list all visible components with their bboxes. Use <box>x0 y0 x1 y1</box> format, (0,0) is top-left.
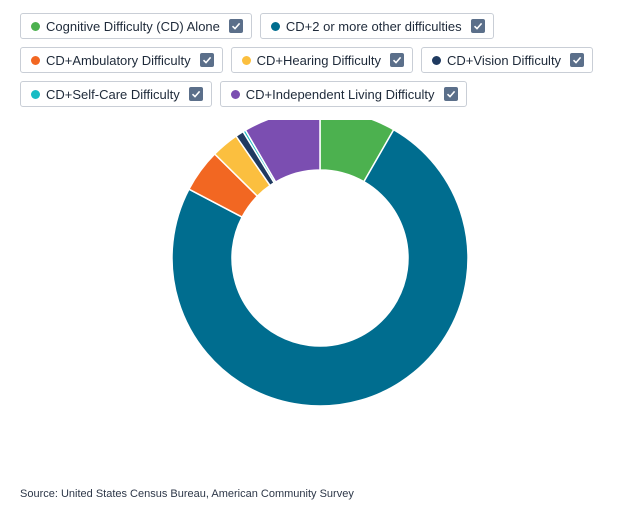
legend-label: CD+2 or more other difficulties <box>285 18 462 34</box>
checkbox-checked-icon[interactable] <box>188 87 203 101</box>
checkbox-checked-icon[interactable] <box>390 53 405 67</box>
legend-color-dot <box>270 21 280 31</box>
legend-color-dot <box>31 55 40 65</box>
checkbox-checked-icon[interactable] <box>570 53 585 67</box>
checkbox-checked-icon[interactable] <box>228 19 243 33</box>
source-note: Source: United States Census Bureau, Ame… <box>20 488 354 500</box>
checkbox-checked-icon[interactable] <box>443 87 458 101</box>
legend-color-dot <box>31 21 40 31</box>
donut-chart <box>0 109 640 450</box>
legend-row: CD+Ambulatory Difficulty CD+Hearing Diff… <box>20 47 620 73</box>
chart-legend: Cognitive Difficulty (CD) Alone CD+2 or … <box>20 13 620 115</box>
legend-label: CD+Hearing Difficulty <box>256 52 382 68</box>
legend-item-cd-vision[interactable]: CD+Vision Difficulty <box>421 47 594 73</box>
legend-label: Cognitive Difficulty (CD) Alone <box>46 18 220 34</box>
legend-color-dot <box>230 89 240 99</box>
legend-label: CD+Independent Living Difficulty <box>245 86 435 102</box>
checkbox-checked-icon[interactable] <box>470 19 485 33</box>
legend-label: CD+Vision Difficulty <box>447 52 562 68</box>
legend-item-cd-2-or-more[interactable]: CD+2 or more other difficulties <box>259 13 494 39</box>
legend-item-cd-independent-living[interactable]: CD+Independent Living Difficulty <box>219 81 467 107</box>
legend-label: CD+Ambulatory Difficulty <box>46 52 191 68</box>
donut-slice-1[interactable] <box>171 128 469 407</box>
legend-label: CD+Self-Care Difficulty <box>46 86 180 102</box>
checkbox-checked-icon[interactable] <box>199 53 214 67</box>
legend-row: Cognitive Difficulty (CD) Alone CD+2 or … <box>20 13 620 39</box>
legend-item-cd-hearing[interactable]: CD+Hearing Difficulty <box>230 47 414 73</box>
legend-item-cd-self-care[interactable]: CD+Self-Care Difficulty <box>20 81 212 107</box>
legend-color-dot <box>31 89 40 99</box>
legend-item-cd-alone[interactable]: Cognitive Difficulty (CD) Alone <box>20 13 252 39</box>
legend-row: CD+Self-Care Difficulty CD+Independent L… <box>20 81 620 107</box>
legend-color-dot <box>241 55 251 65</box>
legend-item-cd-ambulatory[interactable]: CD+Ambulatory Difficulty <box>20 47 223 73</box>
donut-chart-svg <box>171 109 469 407</box>
legend-color-dot <box>432 55 442 65</box>
